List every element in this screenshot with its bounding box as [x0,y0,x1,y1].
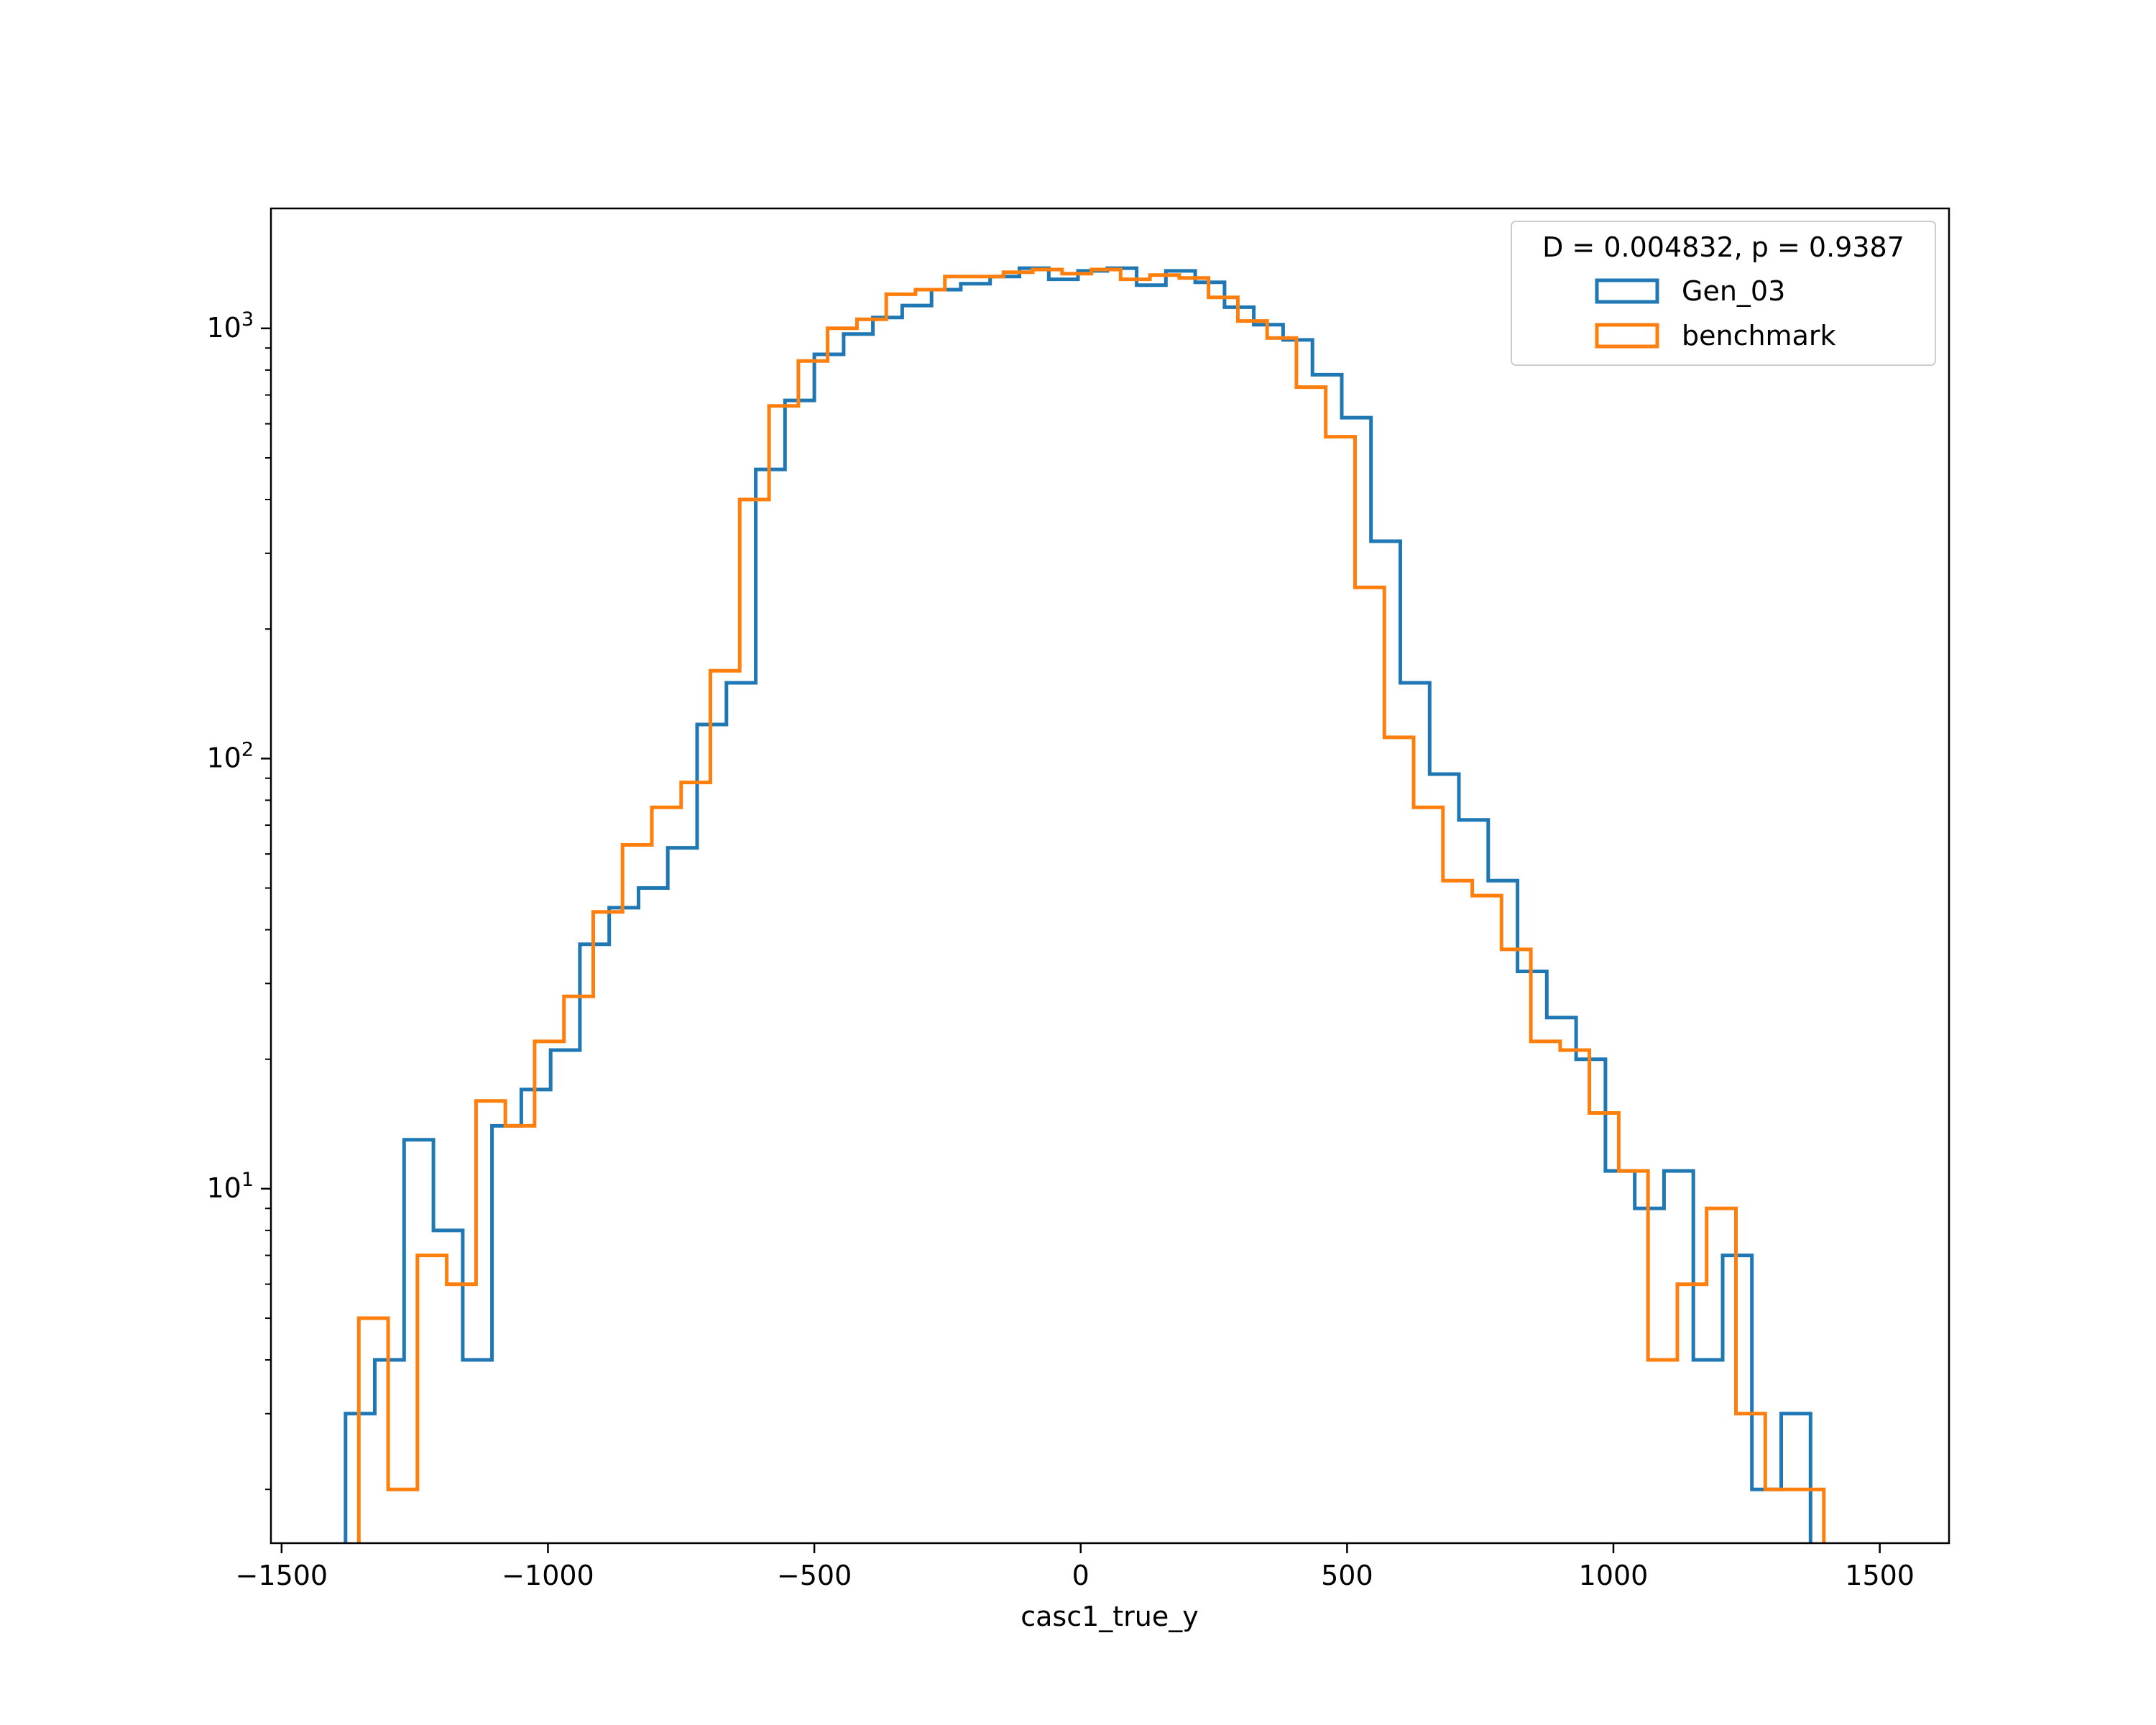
legend: D = 0.004832, p = 0.9387 Gen_03 benchmar… [1511,221,1936,366]
series-benchmark-line [356,267,1826,1543]
x-tick-label: −1500 [236,1560,328,1591]
y-tick-label: 102 [206,738,254,773]
plot-area [270,207,1950,1545]
x-tick-label: −500 [777,1560,852,1591]
series-gen-03-line [344,266,1812,1543]
x-tick-label: 1500 [1845,1560,1915,1591]
y-axis: 101 102 103 [206,308,271,1491]
x-axis-label: casc1_true_y [1021,1601,1199,1632]
x-tick-label: 0 [1072,1560,1089,1591]
y-tick-label: 101 [206,1169,254,1204]
legend-swatch-gen03 [1595,278,1659,304]
x-tick-label: −1000 [502,1560,594,1591]
legend-swatch-benchmark [1595,323,1659,349]
x-tick-label: 500 [1321,1560,1373,1591]
axes-background [271,208,1949,1543]
legend-label-gen03: Gen_03 [1682,275,1785,307]
x-axis: −1500 −1000 −500 0 500 1000 1500 [236,1543,1915,1591]
y-tick-label: 103 [206,308,254,344]
legend-label-benchmark: benchmark [1682,320,1836,351]
x-tick-label: 1000 [1579,1560,1649,1591]
series-layer [344,266,1826,1543]
axes-frame [270,207,1950,1545]
legend-frame [1511,221,1936,366]
legend-title: D = 0.004832, p = 0.9387 [1542,231,1904,263]
